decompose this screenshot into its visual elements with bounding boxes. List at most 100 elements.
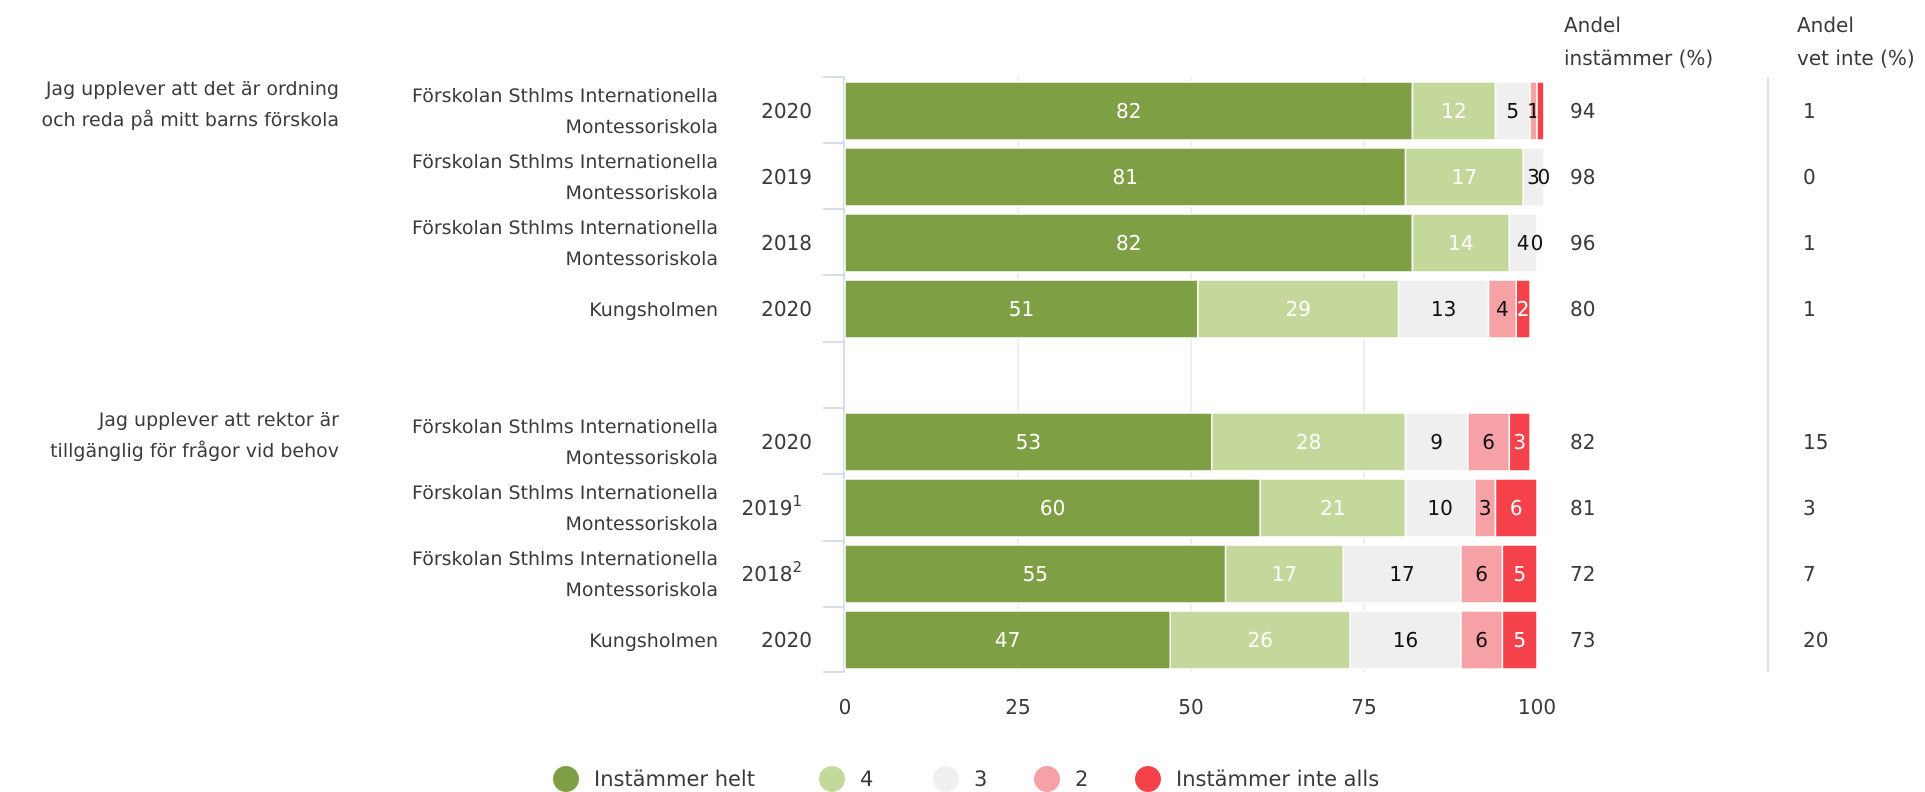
x-tick-label: 75	[1351, 695, 1376, 719]
legend-label: 2	[1075, 767, 1088, 791]
bar-data-label: 26	[1247, 628, 1272, 652]
dont-know-percent: 1	[1803, 231, 1816, 255]
bar-segment	[844, 544, 1227, 604]
bar-segment	[1211, 412, 1407, 472]
bar-segment	[1494, 81, 1531, 141]
column-header-line1: Andel	[1564, 13, 1621, 37]
bar-data-label: 55	[1023, 562, 1048, 586]
unit-label: Kungsholmen	[589, 630, 718, 652]
legend-marker	[1034, 766, 1060, 792]
unit-label: Förskolan Sthlms Internationella	[412, 416, 718, 438]
bar-segment	[1522, 147, 1545, 207]
bar-segment	[1515, 279, 1531, 339]
bar-data-label: 5	[1513, 628, 1526, 652]
year-label: 2020	[761, 430, 812, 454]
year-label: 2020	[761, 628, 812, 652]
dont-know-percent: 20	[1803, 628, 1828, 652]
unit-label: Förskolan Sthlms Internationella	[412, 151, 718, 173]
legend-label: 3	[974, 767, 987, 791]
dont-know-percent: 0	[1803, 165, 1816, 189]
bar-segment	[1460, 610, 1504, 670]
question-label: Jag upplever att rektor är	[98, 409, 339, 431]
agree-percent: 82	[1570, 430, 1595, 454]
x-tick-label: 25	[1005, 695, 1030, 719]
unit-label: Förskolan Sthlms Internationella	[412, 217, 718, 239]
x-tick-label: 50	[1178, 695, 1203, 719]
bar-data-label: 4	[1517, 231, 1530, 255]
bar-data-label: 51	[1009, 297, 1034, 321]
bar-data-label: 9	[1430, 430, 1443, 454]
dont-know-percent: 1	[1803, 99, 1816, 123]
year-label: 2020	[761, 99, 812, 123]
bar-segment	[1404, 412, 1469, 472]
bar-segment	[844, 478, 1261, 538]
bar-segment	[1460, 544, 1504, 604]
column-header-line1: Andel	[1797, 13, 1854, 37]
bar-segment	[844, 81, 1414, 141]
bar-segment	[1536, 81, 1545, 141]
unit-label: Montessoriskola	[566, 182, 718, 204]
bar-data-label: 6	[1475, 562, 1488, 586]
bar-segment	[1501, 610, 1538, 670]
bar-data-label: 3	[1513, 430, 1526, 454]
legend-marker	[819, 766, 845, 792]
unit-label: Förskolan Sthlms Internationella	[412, 482, 718, 504]
legend-marker	[553, 766, 579, 792]
bar-data-label: 6	[1475, 628, 1488, 652]
year-label: 20191	[742, 492, 802, 520]
bar-data-label: 17	[1452, 165, 1477, 189]
bar-data-label: 21	[1320, 496, 1345, 520]
x-tick-label: 100	[1518, 695, 1556, 719]
bar-data-label: 81	[1113, 165, 1138, 189]
unit-label: Montessoriskola	[566, 116, 718, 138]
bar-data-label: 3	[1527, 165, 1540, 189]
bar-data-label: 5	[1513, 562, 1526, 586]
bar-data-label: 13	[1431, 297, 1456, 321]
bar-segment	[1259, 478, 1407, 538]
bar-segment	[1224, 544, 1344, 604]
agree-percent: 81	[1570, 496, 1595, 520]
year-label: 2019	[761, 165, 812, 189]
bar-segment	[1508, 412, 1531, 472]
bar-segment	[1467, 412, 1511, 472]
year-label: 2020	[761, 297, 812, 321]
agree-percent: 72	[1570, 562, 1595, 586]
bar-data-label: 82	[1116, 231, 1141, 255]
bar-data-label: 17	[1389, 562, 1414, 586]
legend-marker	[1135, 766, 1161, 792]
bar-segment	[1404, 147, 1524, 207]
bar-segment	[1487, 279, 1517, 339]
unit-label: Förskolan Sthlms Internationella	[412, 548, 718, 570]
bar-segment	[1397, 279, 1490, 339]
x-tick-label: 0	[839, 695, 852, 719]
dont-know-percent: 7	[1803, 562, 1816, 586]
bar-data-label: 2	[1517, 297, 1530, 321]
bar-segment	[1494, 478, 1538, 538]
year-label: 20182	[742, 558, 802, 586]
bar-data-label: 5	[1506, 99, 1519, 123]
bar-segment	[1508, 213, 1538, 273]
bar-data-label: 53	[1016, 430, 1041, 454]
agree-percent: 94	[1570, 99, 1595, 123]
unit-label: Montessoriskola	[566, 447, 718, 469]
bar-segment	[844, 213, 1414, 273]
bar-data-label: 10	[1427, 496, 1452, 520]
legend-label: Instämmer inte alls	[1176, 767, 1379, 791]
agree-percent: 98	[1570, 165, 1595, 189]
legend-marker	[933, 766, 959, 792]
bar-data-label: 16	[1393, 628, 1418, 652]
column-header-line2: vet inte (%)	[1797, 46, 1915, 70]
unit-label: Montessoriskola	[566, 248, 718, 270]
year-label: 2018	[761, 231, 812, 255]
bar-data-label: 6	[1510, 496, 1523, 520]
bar-segment	[1411, 213, 1511, 273]
bar-segment	[1501, 544, 1538, 604]
bar-data-label: 60	[1040, 496, 1065, 520]
bar-segment	[844, 412, 1213, 472]
unit-label: Kungsholmen	[589, 299, 718, 321]
agree-percent: 73	[1570, 628, 1595, 652]
bar-data-label: 82	[1116, 99, 1141, 123]
unit-label: Montessoriskola	[566, 513, 718, 535]
bar-segment	[1404, 478, 1476, 538]
bar-data-label: 17	[1272, 562, 1297, 586]
